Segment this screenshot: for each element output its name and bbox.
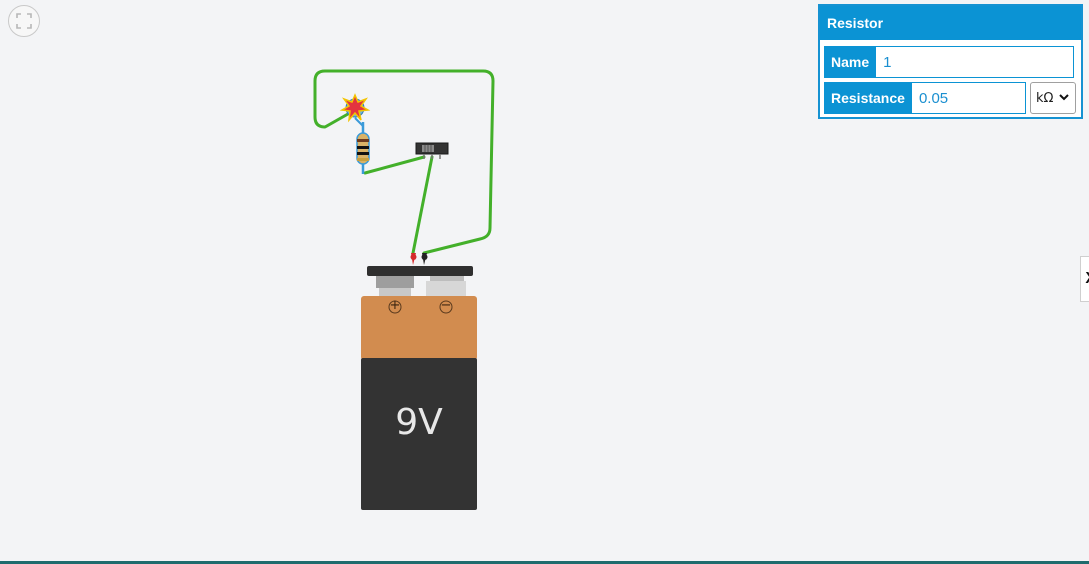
wire-switch-to-battery[interactable]: [411, 155, 434, 255]
battery-plus-symbol: +: [389, 298, 401, 313]
panel-title: Resistor: [820, 6, 1081, 40]
battery-minus-symbol: −: [440, 298, 452, 313]
chevron-down-icon: [1059, 94, 1069, 101]
bottom-status-bar: [0, 561, 1089, 564]
resistance-unit-select[interactable]: kΩ: [1030, 82, 1076, 114]
name-row: Name 1: [824, 46, 1075, 78]
name-input[interactable]: 1: [876, 46, 1075, 78]
resistance-input[interactable]: 0.05: [911, 82, 1026, 114]
slide-switch[interactable]: [415, 142, 449, 159]
resistor-inspector-panel: Resistor Name 1 Resistance 0.05 kΩ: [818, 4, 1083, 119]
side-panel-toggle-glyph: X: [1085, 270, 1089, 288]
resistance-label: Resistance: [824, 82, 912, 114]
resistance-row: Resistance 0.05: [824, 82, 1026, 114]
wire-resistor-to-switch[interactable]: [363, 155, 426, 175]
unit-selected-value: kΩ: [1036, 90, 1054, 106]
wire-top-loop[interactable]: [313, 69, 495, 255]
resistor[interactable]: [356, 122, 370, 174]
battery-label: 9V: [395, 402, 443, 443]
battery-9v[interactable]: [361, 253, 477, 510]
fit-view-button[interactable]: [8, 5, 40, 37]
name-label: Name: [824, 46, 877, 78]
led-blown[interactable]: [339, 93, 371, 127]
fit-view-icon: [16, 13, 32, 29]
side-panel-toggle[interactable]: X: [1080, 256, 1089, 302]
